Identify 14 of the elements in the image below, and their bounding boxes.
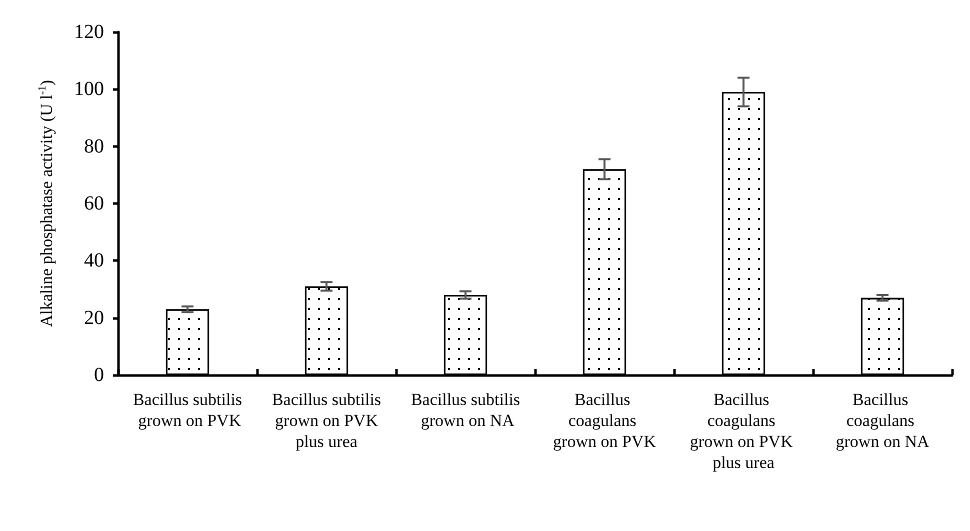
y-tick-label: 100: [74, 78, 104, 100]
x-tick-label: Bacillus subtilis grown on PVK: [132, 390, 242, 430]
y-tick-label: 0: [94, 364, 104, 386]
y-tick-label: 80: [84, 135, 104, 158]
y-tick-label: 120: [74, 21, 104, 43]
y-tick-label: 20: [84, 306, 104, 329]
y-axis-title: Alkaline phosphatase activity (U l-1): [36, 80, 56, 328]
x-tick-label: Bacillus coagulans grown on NA: [836, 390, 930, 451]
x-tick-label: Bacillus coagulans grown on PVK plus urea: [690, 390, 798, 472]
x-tick-label: Bacillus coagulans grown on PVK: [553, 390, 657, 451]
y-tick-label: 40: [84, 250, 104, 272]
x-tick-label: Bacillus subtilis grown on NA: [410, 390, 520, 430]
x-tick-label: Bacillus subtilis grown on PVK plus urea: [270, 390, 382, 451]
y-tick-label: 60: [84, 192, 104, 214]
